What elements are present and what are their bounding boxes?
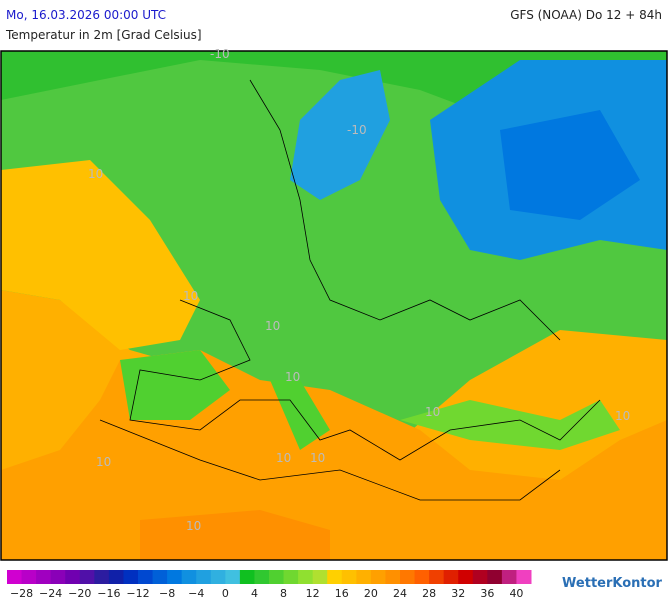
legend-tick-label: 24 (393, 587, 407, 600)
legend-swatch (50, 570, 66, 584)
legend-swatch (443, 570, 459, 584)
legend-swatch (400, 570, 416, 584)
legend-swatch (167, 570, 183, 584)
temp-field-scandinavia (290, 70, 390, 200)
legend-swatch (65, 570, 81, 584)
legend-tick-label: −28 (10, 587, 33, 600)
model-run: GFS (NOAA) Do 12 + 84h (510, 8, 662, 22)
brand-logo: WetterKontor (562, 576, 663, 591)
temp-field-sahara (140, 510, 330, 560)
color-legend: −28 −24 −20 −16 −12 −8 −4 0 4 8 12 16 20 24 28 32 36 40 (7, 570, 532, 600)
legend-swatch (385, 570, 401, 584)
legend-tick-label: 4 (251, 587, 258, 600)
contour-label: -10 (210, 47, 230, 61)
legend-swatch (516, 570, 532, 584)
legend-tick-label: 12 (306, 587, 320, 600)
legend-swatch (36, 570, 52, 584)
legend-swatch (181, 570, 197, 584)
legend-tick-label: 40 (509, 587, 523, 600)
legend-swatch (138, 570, 154, 584)
temp-field-turkey (400, 400, 620, 450)
contour-label: 10 (425, 405, 440, 419)
legend-swatch (414, 570, 430, 584)
legend-swatch (108, 570, 124, 584)
legend-swatch (501, 570, 517, 584)
legend-tick-label: −8 (159, 587, 175, 600)
legend-swatch (283, 570, 299, 584)
legend-swatch (472, 570, 488, 584)
coastlines (99, 79, 601, 501)
legend-swatch (327, 570, 343, 584)
legend-swatch (298, 570, 314, 584)
legend-swatch (79, 570, 95, 584)
map-frame (0, 50, 668, 561)
legend-tick-label: −20 (68, 587, 91, 600)
map: 10 10 10 10 10 10 10 10 10 -10 -10 10 (0, 47, 668, 561)
legend-tick-label: −16 (97, 587, 120, 600)
legend-swatch (94, 570, 110, 584)
temp-field-italy (270, 380, 330, 450)
legend-tick-label: 36 (480, 587, 494, 600)
contour-label: 10 (265, 319, 280, 333)
contour-label: 10 (183, 289, 198, 303)
legend-swatch (312, 570, 328, 584)
contour-label: 10 (310, 451, 325, 465)
legend-swatch (370, 570, 386, 584)
legend-tick-label: 32 (451, 587, 465, 600)
temp-field-iberia (120, 350, 230, 420)
legend-tick-label: 0 (222, 587, 229, 600)
legend-tick-label: 8 (280, 587, 287, 600)
contour-label: 10 (88, 167, 103, 181)
legend-tick-label: 16 (335, 587, 349, 600)
legend-swatch (458, 570, 474, 584)
legend-swatch (429, 570, 445, 584)
legend-swatch (21, 570, 37, 584)
legend-swatch (487, 570, 503, 584)
legend-swatch (356, 570, 372, 584)
temp-field-atlantic (1, 160, 200, 350)
contour-label: 10 (615, 409, 630, 423)
legend-swatch (239, 570, 255, 584)
legend-swatch (7, 570, 23, 584)
contour-label: 10 (96, 455, 111, 469)
legend-tick-label: −12 (126, 587, 149, 600)
legend-swatch (269, 570, 285, 584)
map-subtitle: Temperatur in 2m [Grad Celsius] (5, 28, 202, 42)
legend-swatch (196, 570, 212, 584)
contour-labels: 10 10 10 10 10 10 10 10 10 -10 -10 10 (88, 47, 630, 533)
legend-tick-label: −24 (39, 587, 62, 600)
contour-label: -10 (347, 123, 367, 137)
legend-swatch (341, 570, 357, 584)
legend-tick-label: 20 (364, 587, 378, 600)
legend-swatch (123, 570, 139, 584)
contour-label: 10 (285, 370, 300, 384)
contour-label: 10 (186, 519, 201, 533)
legend-tick-label: 28 (422, 587, 436, 600)
legend-swatch (225, 570, 241, 584)
forecast-date: Mo, 16.03.2026 00:00 UTC (6, 8, 166, 22)
legend-swatch (152, 570, 168, 584)
legend-tick-label: −4 (188, 587, 204, 600)
temp-field-russia-cold (500, 110, 640, 220)
legend-swatch (254, 570, 270, 584)
legend-swatch (210, 570, 226, 584)
contour-label: 10 (276, 451, 291, 465)
